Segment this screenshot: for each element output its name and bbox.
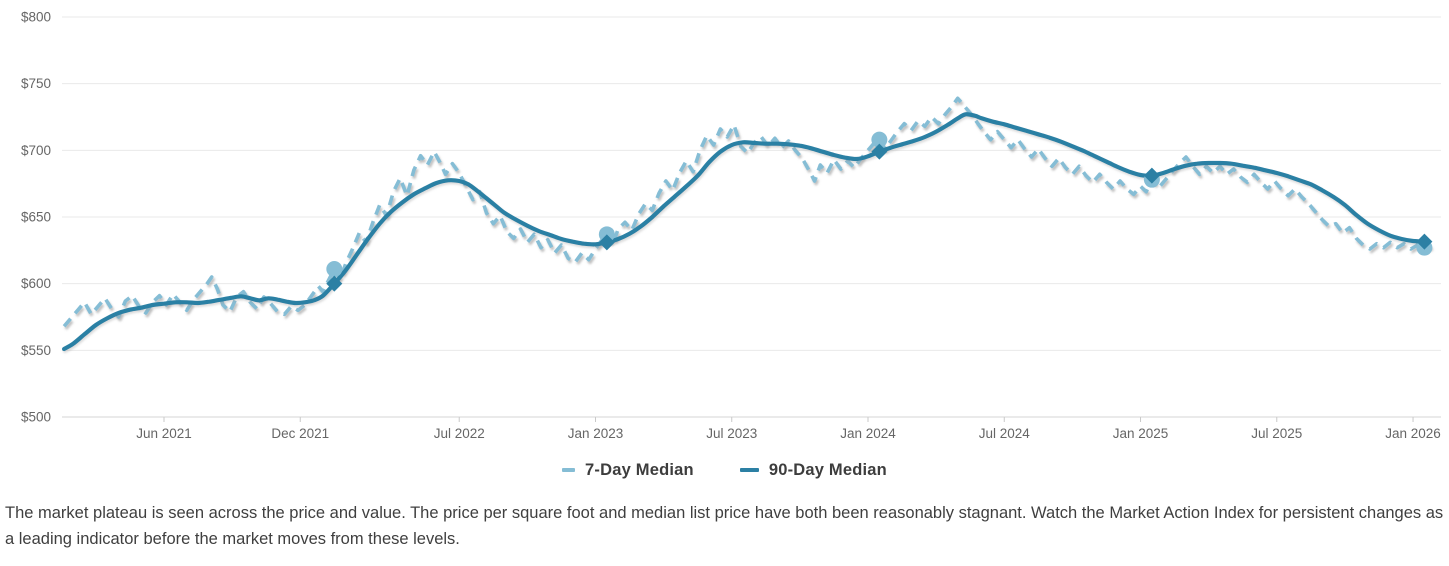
series-markers xyxy=(326,131,1433,292)
y-tick-label: $700 xyxy=(21,143,51,158)
x-tick-label: Jul 2023 xyxy=(706,426,757,441)
7-day-median-marker xyxy=(871,131,888,148)
90-day-median-marker xyxy=(1143,167,1160,184)
y-tick-label: $650 xyxy=(21,210,51,225)
x-tick-label: Jul 2024 xyxy=(979,426,1031,441)
x-tick-label: Jan 2026 xyxy=(1385,426,1441,441)
ninety-day-median-line xyxy=(61,112,1427,352)
90-day-median-line-swatch xyxy=(739,468,759,472)
y-tick-label: $800 xyxy=(21,10,51,25)
90-day-median-marker xyxy=(326,275,343,292)
90-day-median-marker xyxy=(871,143,888,160)
legend-item-90-day-median: 90-Day Median xyxy=(739,460,887,480)
y-tick-label: $600 xyxy=(21,276,51,291)
y-tick-label: $500 xyxy=(21,410,51,425)
x-tick-label: Jan 2025 xyxy=(1113,426,1169,441)
legend-label-90-day: 90-Day Median xyxy=(768,460,887,479)
7-day-median-line-swatch xyxy=(562,468,576,472)
90-day-median-marker xyxy=(598,234,615,251)
y-axis-labels: $800 $750 $700 $650 $600 $550 $500 xyxy=(21,10,51,425)
seven-day-median-line xyxy=(62,96,1432,328)
y-tick-label: $750 xyxy=(21,76,51,91)
x-tick-label: Jul 2025 xyxy=(1251,426,1302,441)
x-tick-label: Jan 2024 xyxy=(840,426,896,441)
90-day-median-marker xyxy=(1416,233,1433,250)
chart-gridlines xyxy=(62,16,1441,418)
market-commentary: The market plateau is seen across the pr… xyxy=(5,504,1444,548)
x-tick-label: Dec 2021 xyxy=(271,426,329,441)
y-tick-label: $550 xyxy=(21,343,51,358)
x-tick-label: Jan 2023 xyxy=(568,426,624,441)
price-per-sqft-chart: $800 $750 $700 $650 $600 $550 $500 Jun 2021 Dec… xyxy=(21,10,1441,441)
x-tick-label: Jul 2022 xyxy=(434,426,485,441)
x-tick-label: Jun 2021 xyxy=(136,426,192,441)
legend-label-7-day: 7-Day Median xyxy=(585,460,694,479)
7-day-median-marker xyxy=(326,261,343,277)
legend-item-7-day-median: 7-Day Median xyxy=(562,461,694,480)
chart-legend: 7-Day Median 90-Day Median xyxy=(0,456,1449,484)
x-axis: Jun 2021 Dec 2021 Jul 2022 Jan 2023 Jul 2023… xyxy=(136,417,1441,441)
